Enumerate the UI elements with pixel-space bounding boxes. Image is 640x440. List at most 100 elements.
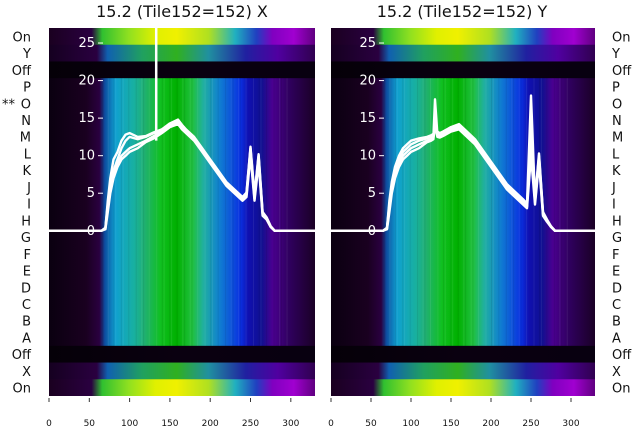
row-label: L [24, 147, 32, 162]
heatmap-streak [472, 78, 474, 346]
heatmap-streak [230, 78, 232, 346]
x-tick-label: 200 [202, 419, 219, 429]
row-label: On [13, 382, 31, 397]
row-label: C [612, 298, 621, 313]
row-label: B [612, 315, 621, 330]
heatmap-streak [437, 78, 439, 346]
heatmap-row [331, 295, 595, 313]
y-tick-label: 20 [78, 74, 95, 89]
row-label: On [612, 30, 630, 45]
heatmap-streak [422, 78, 424, 346]
heatmap-streak [148, 78, 150, 346]
heatmap [331, 28, 595, 396]
row-label: E [612, 265, 620, 280]
heatmap-streak [539, 78, 541, 346]
heatmap-row [331, 212, 595, 230]
heatmap-streak [102, 78, 104, 346]
heatmap-row [49, 111, 315, 129]
x-tick-label: 250 [242, 419, 259, 429]
row-label: X [612, 365, 621, 380]
x-tick-label: 150 [161, 419, 178, 429]
heatmap-streak [258, 78, 260, 346]
heatmap-streak [122, 78, 124, 346]
heatmap-streak [253, 78, 255, 346]
heatmap-row [49, 161, 315, 180]
heatmap-streak [383, 78, 385, 346]
x-tick-label: 100 [402, 419, 419, 429]
heatmap-row [49, 212, 315, 230]
row-label: F [612, 248, 619, 263]
row-label: Off [612, 64, 632, 79]
heatmap-row [331, 262, 595, 280]
x-tick-label: 50 [84, 419, 96, 429]
heatmap-streak [128, 78, 130, 346]
heatmap-streak [176, 78, 178, 346]
heatmap-row [331, 44, 595, 62]
row-label: Off [612, 348, 632, 363]
heatmap-streak [141, 78, 143, 346]
x-tick-label: 0 [46, 419, 52, 429]
row-label: E [23, 265, 31, 280]
heatmap-row [331, 94, 595, 113]
heatmap-row [49, 61, 315, 79]
heatmap-streak [238, 78, 240, 346]
heatmap-row [331, 245, 595, 263]
heatmap-streak [444, 78, 446, 346]
row-label: M [20, 131, 31, 146]
heatmap-row [331, 195, 595, 213]
row-label: A [612, 331, 621, 346]
heatmap-streak [197, 78, 199, 346]
heatmap-streak [396, 78, 398, 346]
heatmap-streak [470, 78, 472, 346]
row-label: F [24, 248, 31, 263]
heatmap-row [49, 44, 315, 62]
heatmap-streak [169, 78, 171, 346]
heatmap-streak [402, 78, 404, 346]
y-tick-label: 15 [78, 111, 95, 126]
heatmap-streak [457, 78, 459, 346]
heatmap-streak [566, 78, 568, 346]
row-label: X [22, 365, 31, 380]
overlay-y-axis: 0 5 10 15 20 25 [78, 36, 103, 239]
y-tick-label: 0 [368, 224, 376, 239]
row-label: O [21, 97, 31, 112]
heatmap-row [331, 228, 595, 246]
row-label: I [612, 198, 616, 213]
row-label: J [611, 181, 616, 196]
heatmap-row [49, 128, 315, 146]
heatmap-row [49, 329, 315, 347]
y-tick-label: 0 [87, 224, 95, 239]
heatmap-streak [511, 78, 513, 346]
row-label: K [22, 164, 31, 179]
heatmap-streak [394, 78, 396, 346]
row-label: H [21, 214, 31, 229]
heatmap-streak [561, 78, 563, 346]
overlay-line [49, 118, 315, 232]
row-label: M [612, 131, 623, 146]
row-label: On [13, 30, 31, 45]
heatmap-streak [210, 78, 212, 346]
heatmap-streak [232, 78, 234, 346]
heatmap-streak [533, 78, 535, 346]
heatmap-row [331, 312, 595, 330]
heatmap-streak [559, 78, 561, 346]
heatmap-streak [212, 78, 214, 346]
row-label: P [23, 81, 31, 96]
heatmap-streak [546, 78, 548, 346]
heatmap-streak [518, 78, 520, 346]
y-tick-label: 20 [359, 74, 376, 89]
heatmap-streak [184, 78, 186, 346]
heatmap-streak [115, 78, 117, 346]
heatmap-streak [520, 78, 522, 346]
row-label: G [21, 231, 31, 246]
x-tick-label: 250 [522, 419, 539, 429]
row-label: J [26, 181, 31, 196]
heatmap-streak [225, 78, 227, 346]
y-tick-label: 5 [87, 186, 95, 201]
heatmap-streak [279, 78, 281, 346]
heatmap-row [331, 161, 595, 180]
heatmap-row [331, 345, 595, 364]
row-label: On [612, 382, 630, 397]
heatmap-streak [478, 78, 480, 346]
